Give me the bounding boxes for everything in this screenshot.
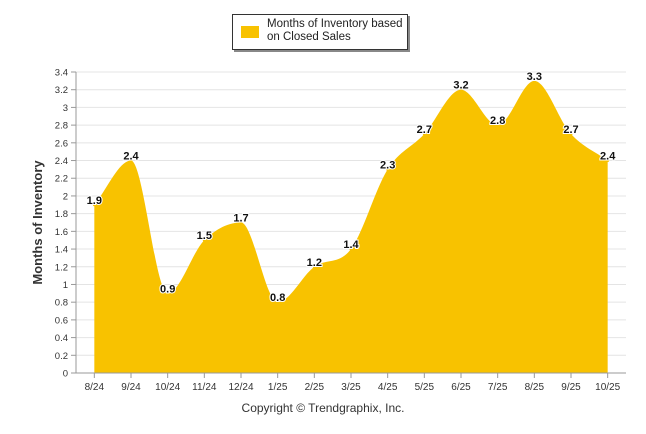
data-label: 2.7 xyxy=(563,124,578,136)
data-label: 2.3 xyxy=(380,159,395,171)
data-label: 1.4 xyxy=(343,239,359,251)
x-tick-label: 2/25 xyxy=(305,382,325,393)
y-tick-label: 0.4 xyxy=(55,333,68,344)
data-point xyxy=(422,132,426,136)
y-tick-label: 2 xyxy=(63,191,68,202)
data-point xyxy=(166,291,170,295)
copyright-footer: Copyright © Trendgraphix, Inc. xyxy=(241,401,405,415)
data-point xyxy=(569,132,573,136)
x-tick-label: 1/25 xyxy=(268,382,288,393)
y-tick-label: 1.4 xyxy=(55,245,68,256)
data-point xyxy=(349,247,353,251)
legend-label: Months of Inventory based on Closed Sale… xyxy=(267,18,407,44)
data-point xyxy=(606,159,610,163)
data-point xyxy=(386,167,390,171)
data-label: 1.2 xyxy=(307,257,322,269)
data-point xyxy=(532,79,536,83)
data-label: 3.3 xyxy=(527,71,542,83)
data-label: 0.8 xyxy=(270,292,285,304)
y-tick-label: 2.8 xyxy=(55,121,68,132)
data-label: 0.9 xyxy=(160,283,175,295)
y-tick-label: 0.2 xyxy=(55,351,68,362)
data-point xyxy=(276,300,280,304)
data-point xyxy=(312,265,316,269)
data-label: 2.7 xyxy=(417,124,432,136)
data-label: 1.5 xyxy=(197,230,212,242)
x-tick-label: 12/24 xyxy=(228,382,253,393)
data-point xyxy=(459,88,463,92)
data-point xyxy=(239,221,243,224)
y-tick-label: 3 xyxy=(63,103,68,114)
y-tick-label: 3.2 xyxy=(55,85,68,96)
x-tick-label: 7/25 xyxy=(488,382,508,393)
y-tick-label: 3.4 xyxy=(55,68,68,79)
data-point xyxy=(92,203,96,207)
x-tick-label: 4/25 xyxy=(378,382,398,393)
legend-label-line2: on Closed Sales xyxy=(267,31,351,43)
data-point xyxy=(129,159,133,163)
data-point xyxy=(496,123,500,127)
x-tick-label: 8/25 xyxy=(525,382,545,393)
data-label: 2.8 xyxy=(490,115,505,127)
y-tick-label: 1 xyxy=(63,280,68,291)
area-series xyxy=(94,80,608,374)
legend-swatch xyxy=(241,26,259,38)
y-tick-label: 1.2 xyxy=(55,262,68,273)
y-tick-label: 2.6 xyxy=(55,138,68,149)
y-tick-label: 0.6 xyxy=(55,315,68,326)
y-tick-label: 2.2 xyxy=(55,174,68,185)
data-label: 1.7 xyxy=(233,213,248,225)
x-tick-label: 9/24 xyxy=(121,382,141,393)
y-tick-label: 2.4 xyxy=(55,156,68,167)
y-tick-label: 0.8 xyxy=(55,298,68,309)
x-tick-label: 5/25 xyxy=(415,382,435,393)
x-tick-label: 9/25 xyxy=(561,382,581,393)
data-point xyxy=(202,238,206,242)
data-label: 3.2 xyxy=(453,80,468,92)
data-label: 1.9 xyxy=(87,195,102,207)
legend-label-line1: Months of Inventory based xyxy=(267,18,403,30)
legend: Months of Inventory based on Closed Sale… xyxy=(232,14,408,50)
data-label: 2.4 xyxy=(600,151,616,163)
x-tick-label: 6/25 xyxy=(451,382,471,393)
data-label: 2.4 xyxy=(123,151,139,163)
x-tick-label: 11/24 xyxy=(192,382,217,393)
x-tick-label: 3/25 xyxy=(341,382,361,393)
x-tick-label: 10/25 xyxy=(595,382,620,393)
y-tick-label: 1.6 xyxy=(55,227,68,238)
y-axis-title: Months of Inventory xyxy=(30,160,45,285)
x-tick-label: 8/24 xyxy=(85,382,105,393)
y-tick-label: 1.8 xyxy=(55,209,68,220)
y-tick-label: 0 xyxy=(63,369,68,380)
x-tick-label: 10/24 xyxy=(155,382,180,393)
